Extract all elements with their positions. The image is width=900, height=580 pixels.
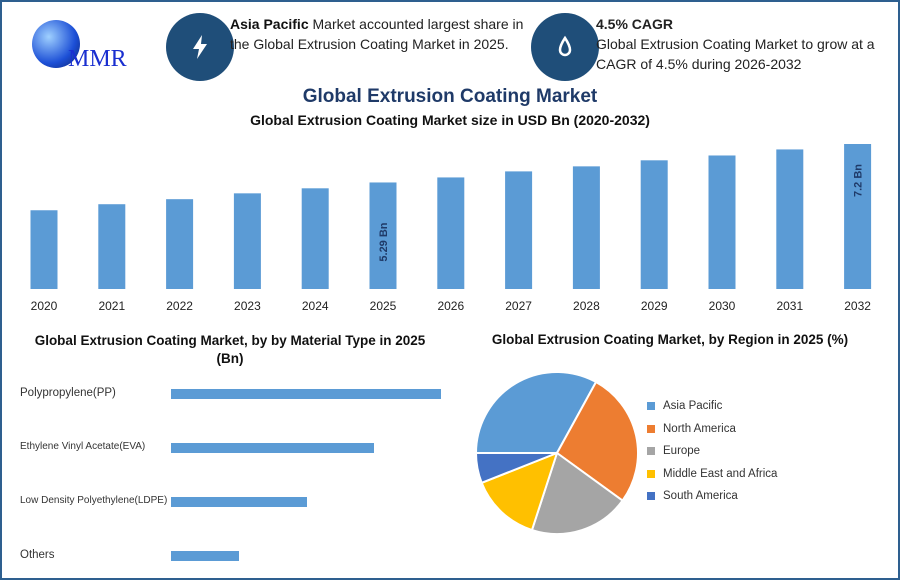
legend-label: Europe xyxy=(663,445,701,457)
bar-Ethylene Vinyl Acetate(EVA) xyxy=(171,443,375,453)
legend-item: Asia Pacific xyxy=(647,400,722,412)
category-label: Polypropylene(PP) xyxy=(20,387,116,399)
info-cagr: 4.5% CAGR Global Extrusion Coating Marke… xyxy=(596,14,886,74)
legend-label: Middle East and Africa xyxy=(663,467,778,480)
legend-swatch xyxy=(647,492,655,500)
legend-item: North America xyxy=(647,423,736,435)
cagr-title: 4.5% CAGR xyxy=(596,16,674,32)
x-tick-label: 2022 xyxy=(166,299,193,313)
bar-2027 xyxy=(505,171,533,289)
legend-item: Europe xyxy=(647,445,700,457)
bar-2030 xyxy=(708,155,736,289)
material-chart-title: Global Extrusion Coating Market, by by M… xyxy=(34,333,426,366)
x-tick-label: 2020 xyxy=(31,299,58,313)
slice-europe xyxy=(530,451,624,535)
bar-2024 xyxy=(301,188,329,289)
info-text: Market accounted largest share in the Gl… xyxy=(230,16,524,52)
data-label: 7.2 Bn xyxy=(853,164,865,197)
bar-2025 xyxy=(369,182,397,289)
slice-south-america xyxy=(474,452,558,485)
region-pie-chart xyxy=(474,371,639,535)
legend-swatch xyxy=(647,469,655,478)
bar-2032 xyxy=(844,144,872,289)
bar-Others xyxy=(171,551,239,561)
bar-2022 xyxy=(166,199,194,289)
bar-Polypropylene(PP) xyxy=(171,389,441,399)
x-tick-label: 2030 xyxy=(709,299,736,313)
legend-swatch xyxy=(647,447,655,455)
bar-2021 xyxy=(98,204,126,289)
globe-icon xyxy=(32,20,80,68)
legend-swatch xyxy=(647,424,655,433)
bar-2023 xyxy=(233,193,261,289)
legend-label: North America xyxy=(663,422,736,435)
bar-Low Density Polyethylene(LDPE) xyxy=(171,497,307,507)
x-tick-label: 2031 xyxy=(776,299,803,313)
legend-label: Asia Pacific xyxy=(663,400,723,412)
x-tick-label: 2025 xyxy=(370,299,397,313)
region-chart-title: Global Extrusion Coating Market, by Regi… xyxy=(491,332,849,347)
info-asia-pacific: Asia Pacific Market accounted largest sh… xyxy=(230,14,530,54)
market-size-bar-chart: 2020 2021 2022 2023 2024 2025 5.29 Bn 2026 2027 2… xyxy=(30,144,872,313)
category-label: Others xyxy=(20,549,55,561)
x-tick-label: 2021 xyxy=(98,299,125,313)
bar-2020 xyxy=(30,210,58,289)
x-tick-label: 2024 xyxy=(302,299,329,313)
x-tick-label: 2027 xyxy=(505,299,532,313)
cagr-text: Global Extrusion Coating Market to grow … xyxy=(596,36,875,72)
growth-drop-icon xyxy=(531,13,599,81)
category-label: Ethylene Vinyl Acetate(EVA) xyxy=(20,441,146,452)
legend-swatch xyxy=(647,402,655,410)
slice-asia-pacific xyxy=(474,371,598,454)
legend-item: South America xyxy=(647,490,738,502)
slice-middle-east-and-africa xyxy=(480,451,559,532)
logo: MMR xyxy=(28,16,138,76)
legend-item: Middle East and Africa xyxy=(647,468,777,480)
page-subtitle: Global Extrusion Coating Market size in … xyxy=(250,112,650,128)
x-tick-label: 2029 xyxy=(641,299,668,313)
logo-text: MMR xyxy=(68,46,127,72)
bar-2026 xyxy=(437,177,465,289)
data-label: 5.29 Bn xyxy=(378,222,390,261)
legend-label: South America xyxy=(663,490,738,502)
x-tick-label: 2032 xyxy=(844,299,871,313)
bar-2028 xyxy=(572,166,600,289)
x-tick-label: 2026 xyxy=(437,299,464,313)
lightning-icon xyxy=(166,13,234,81)
info-region: Asia Pacific xyxy=(230,16,309,32)
bar-2031 xyxy=(776,149,804,289)
x-tick-label: 2023 xyxy=(234,299,261,313)
page-title: Global Extrusion Coating Market xyxy=(302,86,598,107)
slice-north-america xyxy=(555,380,639,503)
bar-2029 xyxy=(640,160,668,289)
category-label: Low Density Polyethylene(LDPE) xyxy=(20,495,168,506)
x-tick-label: 2028 xyxy=(573,299,600,313)
